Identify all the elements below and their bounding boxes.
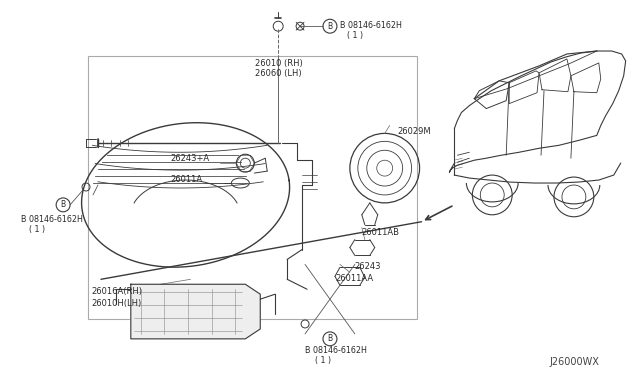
Text: 26010H(LH): 26010H(LH) [91, 299, 141, 308]
Text: 26029M: 26029M [397, 128, 431, 137]
Text: 26011AA: 26011AA [335, 274, 373, 283]
Text: B 08146-6162H: B 08146-6162H [305, 346, 367, 355]
Polygon shape [131, 284, 260, 339]
Text: B: B [328, 334, 333, 343]
Bar [88, 56, 417, 319]
Text: J26000WX: J26000WX [549, 357, 599, 367]
Text: 26011AB: 26011AB [362, 228, 400, 237]
Text: ( 1 ): ( 1 ) [29, 225, 45, 234]
Text: B 08146-6162H: B 08146-6162H [340, 21, 402, 30]
Text: B 08146-6162H: B 08146-6162H [21, 215, 83, 224]
Text: 26016A(RH): 26016A(RH) [91, 287, 142, 296]
Text: 26060 (LH): 26060 (LH) [255, 69, 302, 78]
Text: ( 1 ): ( 1 ) [347, 31, 363, 40]
Text: 26011A: 26011A [171, 175, 203, 184]
Text: 26010 (RH): 26010 (RH) [255, 59, 303, 68]
Text: ( 1 ): ( 1 ) [315, 356, 331, 365]
Text: 26243+A: 26243+A [171, 154, 210, 163]
Text: B: B [328, 22, 333, 31]
Text: 26243: 26243 [355, 262, 381, 272]
Text: B: B [61, 201, 66, 209]
